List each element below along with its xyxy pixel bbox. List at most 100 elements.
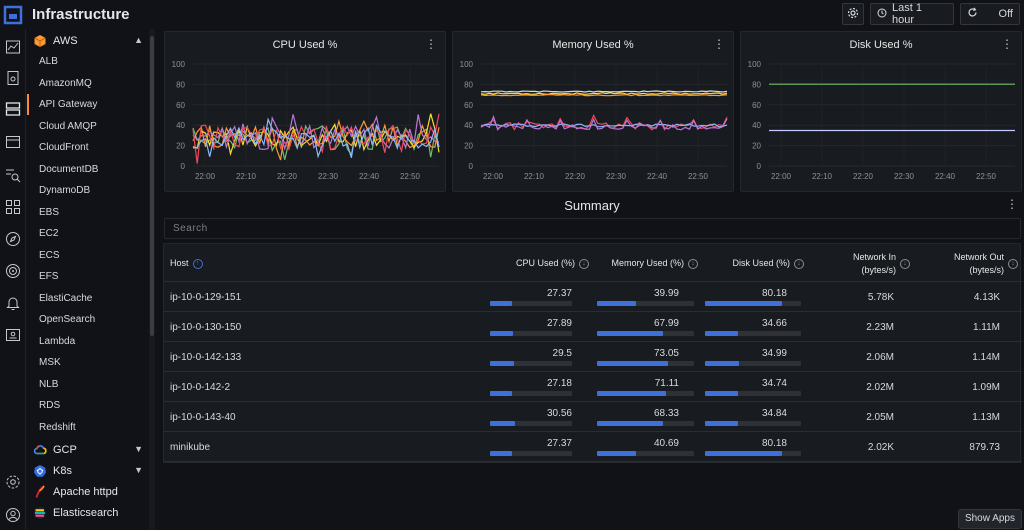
- table-row[interactable]: ip-10-0-143-40 30.56 68.33 34.84 2.05M 1.13M: [164, 402, 1022, 432]
- time-range-picker[interactable]: Last 1 hour: [870, 2, 954, 26]
- x-tick-label: 22:50: [400, 172, 421, 181]
- x-tick-label: 22:10: [812, 172, 833, 181]
- sidebar-item-nlb[interactable]: NLB: [27, 374, 145, 395]
- sort-ascending-icon[interactable]: ↑: [192, 258, 203, 269]
- sidebar-item-elasticsearch[interactable]: Elasticsearch: [27, 503, 145, 523]
- x-tick-label: 22:00: [483, 172, 504, 181]
- panel-menu-icon[interactable]: ⋮: [425, 37, 437, 51]
- mem-bar: [597, 361, 694, 366]
- mem-value: 68.33: [653, 408, 679, 419]
- sidebar-item-amazonmq[interactable]: AmazonMQ: [27, 73, 145, 94]
- column-header-network-out[interactable]: Network Out (bytes/s) ↓: [934, 251, 1018, 277]
- cpu-bar: [490, 421, 572, 426]
- cpu-bar: [490, 361, 572, 366]
- sidebar-group-k8s[interactable]: K8s ▼: [27, 461, 145, 481]
- y-tick-label: 40: [176, 121, 185, 130]
- sidebar-item-label: Cloud AMQP: [39, 120, 97, 132]
- network-out-value: 4.13K: [973, 292, 1000, 303]
- mem-value: 39.99: [653, 288, 679, 299]
- compass-icon[interactable]: [5, 231, 21, 247]
- sidebar-item-elasticache[interactable]: ElastiCache: [27, 288, 145, 309]
- sidebar-item-ecs[interactable]: ECS: [27, 245, 145, 266]
- table-row[interactable]: ip-10-0-130-150 27.89 67.99 34.66 2.23M 1.11M: [164, 312, 1022, 342]
- panel-title: CPU Used %: [272, 39, 338, 51]
- sidebar-item-ebs[interactable]: EBS: [27, 202, 145, 223]
- sort-icon[interactable]: ↓: [900, 258, 910, 269]
- sidebar-item-ec2[interactable]: EC2: [27, 223, 145, 244]
- column-header-host[interactable]: Host ↑: [170, 257, 203, 270]
- panel-disk-used: Disk Used % ⋮ 100 80 60 40 20 0 22:00 22:10 22:2…: [740, 31, 1022, 192]
- sort-icon[interactable]: ↓: [1008, 258, 1018, 269]
- sidebar-item-lambda[interactable]: Lambda: [27, 331, 145, 352]
- y-tick-label: 40: [752, 121, 761, 130]
- sidebar-group-aws[interactable]: AWS ▲: [27, 31, 145, 51]
- sidebar-group-gcp[interactable]: GCP ▼: [27, 440, 145, 460]
- server-icon[interactable]: [5, 101, 21, 117]
- log-search-icon[interactable]: [5, 167, 21, 183]
- sidebar-item-label: RDS: [39, 400, 61, 411]
- bell-icon[interactable]: [5, 295, 21, 311]
- summary-menu-icon[interactable]: ⋮: [1006, 197, 1018, 211]
- sidebar-item-redshift[interactable]: Redshift: [27, 417, 145, 438]
- cpu-bar-fill: [490, 421, 516, 426]
- search-input[interactable]: Search: [164, 218, 1021, 239]
- sort-icon[interactable]: ↓: [794, 258, 804, 269]
- sidebar-item-msk[interactable]: MSK: [27, 352, 145, 373]
- chart-icon[interactable]: [5, 39, 21, 55]
- show-apps-button[interactable]: Show Apps: [957, 509, 1022, 529]
- panel-menu-icon[interactable]: ⋮: [1001, 37, 1013, 51]
- table-row[interactable]: minikube 27.37 40.69 80.18 2.02K 879.73: [164, 432, 1022, 462]
- sidebar-item-label: EFS: [39, 271, 59, 282]
- user-avatar-icon[interactable]: [5, 507, 21, 523]
- network-in-value: 2.02M: [866, 382, 894, 393]
- table-row[interactable]: ip-10-0-142-133 29.5 73.05 34.99 2.06M 1.14M: [164, 342, 1022, 372]
- sidebar-item-efs[interactable]: EFS: [27, 266, 145, 287]
- x-tick-label: 22:20: [853, 172, 874, 181]
- settings-button[interactable]: [842, 3, 864, 25]
- target-icon[interactable]: [5, 263, 21, 279]
- sort-icon[interactable]: ↓: [688, 258, 698, 269]
- sidebar-item-opensearch[interactable]: OpenSearch: [27, 309, 145, 330]
- y-tick-label: 20: [752, 142, 761, 151]
- y-tick-label: 60: [752, 101, 761, 110]
- column-header-network-in[interactable]: Network In (bytes/s) ↓: [834, 251, 910, 277]
- app-logo[interactable]: [2, 4, 24, 26]
- sidebar-item-apache-httpd[interactable]: Apache httpd: [27, 482, 145, 502]
- chevron-up-icon: ▲: [134, 35, 143, 45]
- disk-chart: 100 80 60 40 20 0 22:00 22:10 22:20 22:30 22:40 22:…: [748, 60, 1015, 181]
- report-icon[interactable]: [5, 70, 21, 86]
- sidebar-item-dynamodb[interactable]: DynamoDB: [27, 180, 145, 201]
- column-header-disk[interactable]: Disk Used (%) ↓: [724, 257, 804, 270]
- sidebar-item-alb[interactable]: ALB: [27, 51, 145, 72]
- mem-bar-fill: [597, 331, 663, 336]
- y-tick-label: 20: [176, 142, 185, 151]
- memory-chart: 100 80 60 40 20 0 22:00 22:10 22:20 22:30 22:40 22:…: [460, 60, 728, 181]
- sort-icon[interactable]: ↓: [579, 258, 589, 269]
- table-row[interactable]: ip-10-0-142-2 27.18 71.11 34.74 2.02M 1.09M: [164, 372, 1022, 402]
- mem-bar-fill: [597, 391, 666, 396]
- refresh-picker[interactable]: Off: [960, 3, 1020, 25]
- browser-icon[interactable]: [5, 134, 21, 150]
- id-card-icon[interactable]: [5, 327, 21, 343]
- y-tick-label: 0: [469, 162, 474, 171]
- apps-grid-icon[interactable]: [5, 199, 21, 215]
- x-tick-label: 22:50: [688, 172, 709, 181]
- table-header: Host ↑ CPU Used (%) ↓ Memory Used (%) ↓ Dis…: [164, 244, 1022, 282]
- sidebar-item-cloud-amqp[interactable]: Cloud AMQP: [27, 116, 145, 137]
- disk-bar: [705, 451, 801, 456]
- host-cell: ip-10-0-142-2: [170, 382, 231, 393]
- sidebar-item-rds[interactable]: RDS: [27, 395, 145, 416]
- column-header-cpu[interactable]: CPU Used (%) ↓: [514, 257, 589, 270]
- sidebar-scrollbar[interactable]: [150, 36, 154, 336]
- sidebar-item-api-gateway[interactable]: API Gateway: [27, 94, 145, 115]
- host-cell: minikube: [170, 442, 211, 453]
- disk-bar-fill: [705, 421, 739, 426]
- table-row[interactable]: ip-10-0-129-151 27.37 39.99 80.18 5.78K 4.13K: [164, 282, 1022, 312]
- sidebar-item-documentdb[interactable]: DocumentDB: [27, 159, 145, 180]
- column-header-memory[interactable]: Memory Used (%) ↓: [602, 257, 698, 270]
- sidebar-item-cloudfront[interactable]: CloudFront: [27, 137, 145, 158]
- cpu-bar-fill: [490, 331, 513, 336]
- settings-gear-icon[interactable]: [5, 474, 21, 490]
- panel-menu-icon[interactable]: ⋮: [713, 37, 725, 51]
- y-tick-label: 20: [464, 142, 473, 151]
